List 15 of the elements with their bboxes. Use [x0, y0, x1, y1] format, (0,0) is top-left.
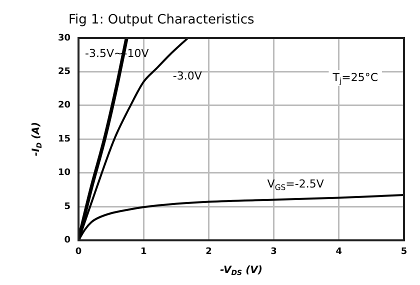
series-label: -3.0V [172, 69, 202, 82]
y-tick-label: 30 [58, 33, 71, 44]
x-tick-label: 5 [400, 246, 408, 257]
x-tick-label: 4 [336, 246, 342, 257]
x-tick-label: 2 [206, 246, 212, 257]
y-tick-label: 10 [58, 168, 71, 178]
y-tick-label: 15 [58, 134, 71, 144]
x-tick-label: 0 [75, 246, 82, 257]
chart-title: Fig 1: Output Characteristics [68, 12, 255, 28]
x-tick-label: 3 [270, 246, 277, 257]
x-tick-label: 1 [140, 246, 147, 257]
y-tick-label: 0 [64, 236, 71, 246]
y-tick-label: 20 [58, 100, 71, 111]
y-tick-label: 25 [58, 67, 71, 78]
y-tick-label: 5 [64, 202, 71, 212]
